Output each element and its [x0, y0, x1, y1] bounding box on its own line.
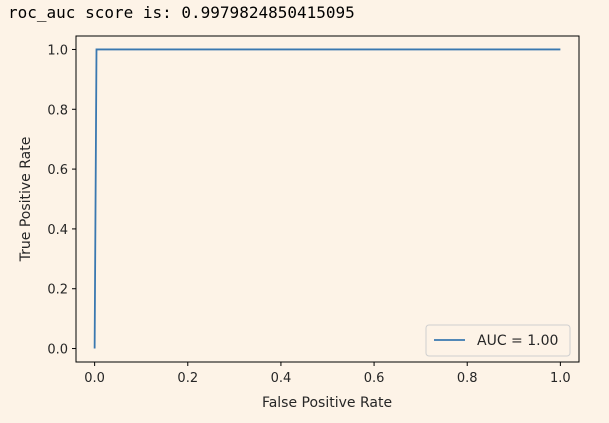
y-tick-label: 0.4 [47, 223, 68, 238]
legend: AUC = 1.00 [426, 325, 570, 356]
y-tick-label: 1.0 [47, 43, 68, 58]
x-tick-label: 0.8 [457, 371, 478, 386]
x-axis-label: False Positive Rate [262, 395, 392, 411]
x-tick-label: 1.0 [550, 371, 571, 386]
plot-area [76, 36, 579, 362]
x-tick-label: 0.2 [177, 371, 198, 386]
x-tick-label: 0.4 [271, 371, 292, 386]
x-tick-label: 0.0 [84, 371, 105, 386]
y-tick-label: 0.0 [47, 343, 68, 358]
y-tick-label: 0.6 [47, 163, 68, 178]
y-tick-label: 0.8 [47, 103, 68, 118]
x-tick-label: 0.6 [364, 371, 385, 386]
y-tick-label: 0.2 [47, 283, 68, 298]
y-axis-label: True Positive Rate [18, 137, 34, 263]
legend-label: AUC = 1.00 [477, 333, 558, 349]
